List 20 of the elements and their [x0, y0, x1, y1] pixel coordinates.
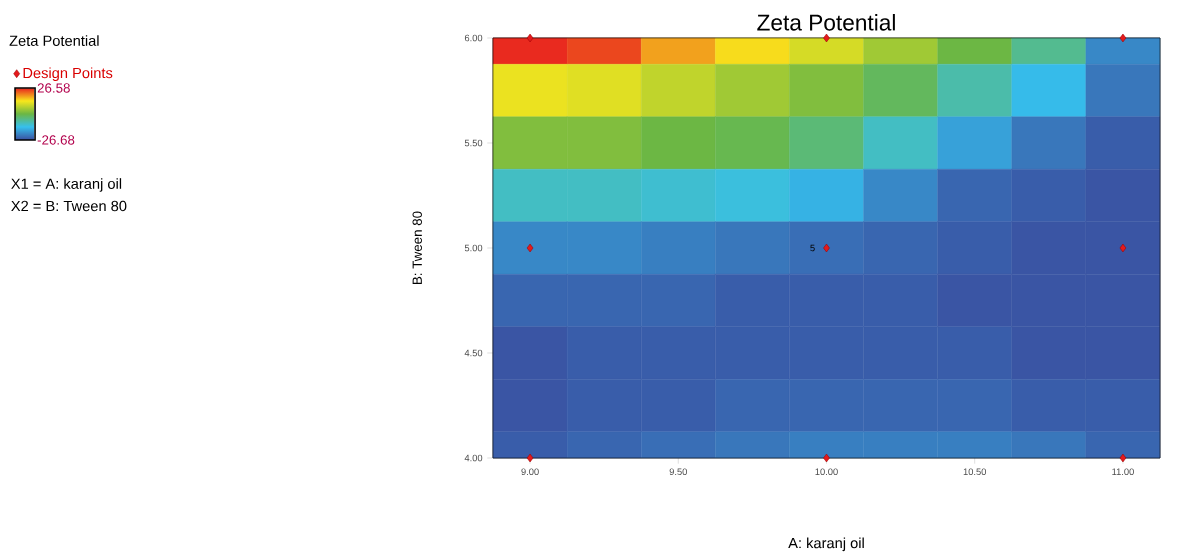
y-tick-label: 5.50 — [464, 139, 483, 147]
x-tick-label: 10.50 — [963, 468, 987, 475]
color-bar-title: Zeta Potential — [9, 35, 99, 46]
x-tick-label: 10.00 — [815, 468, 838, 475]
x-tick-label: 9.50 — [669, 468, 687, 475]
legend-label: Design Points — [23, 67, 113, 82]
x-tick-label: 11.00 — [1112, 468, 1134, 475]
color-bar-label: -26.68 — [37, 135, 75, 145]
y-axis-title: B: Tween 80 — [412, 211, 422, 284]
y-tick-label: 6.00 — [464, 34, 483, 42]
text: X2 = B: Tween 80 — [11, 200, 127, 212]
chart-title: Zeta Potential — [757, 13, 895, 31]
text: X1 = A: karanj oil — [11, 178, 122, 192]
x-axis-title: A: karanj oil — [788, 537, 864, 552]
y-tick-label: 5.00 — [464, 244, 483, 252]
annotation: 5 — [810, 244, 815, 252]
color-bar-label: 26.58 — [37, 83, 70, 93]
y-tick-label: 4.00 — [464, 454, 483, 462]
x-tick-label: 9.00 — [521, 468, 539, 475]
y-tick-label: 4.50 — [464, 349, 483, 357]
